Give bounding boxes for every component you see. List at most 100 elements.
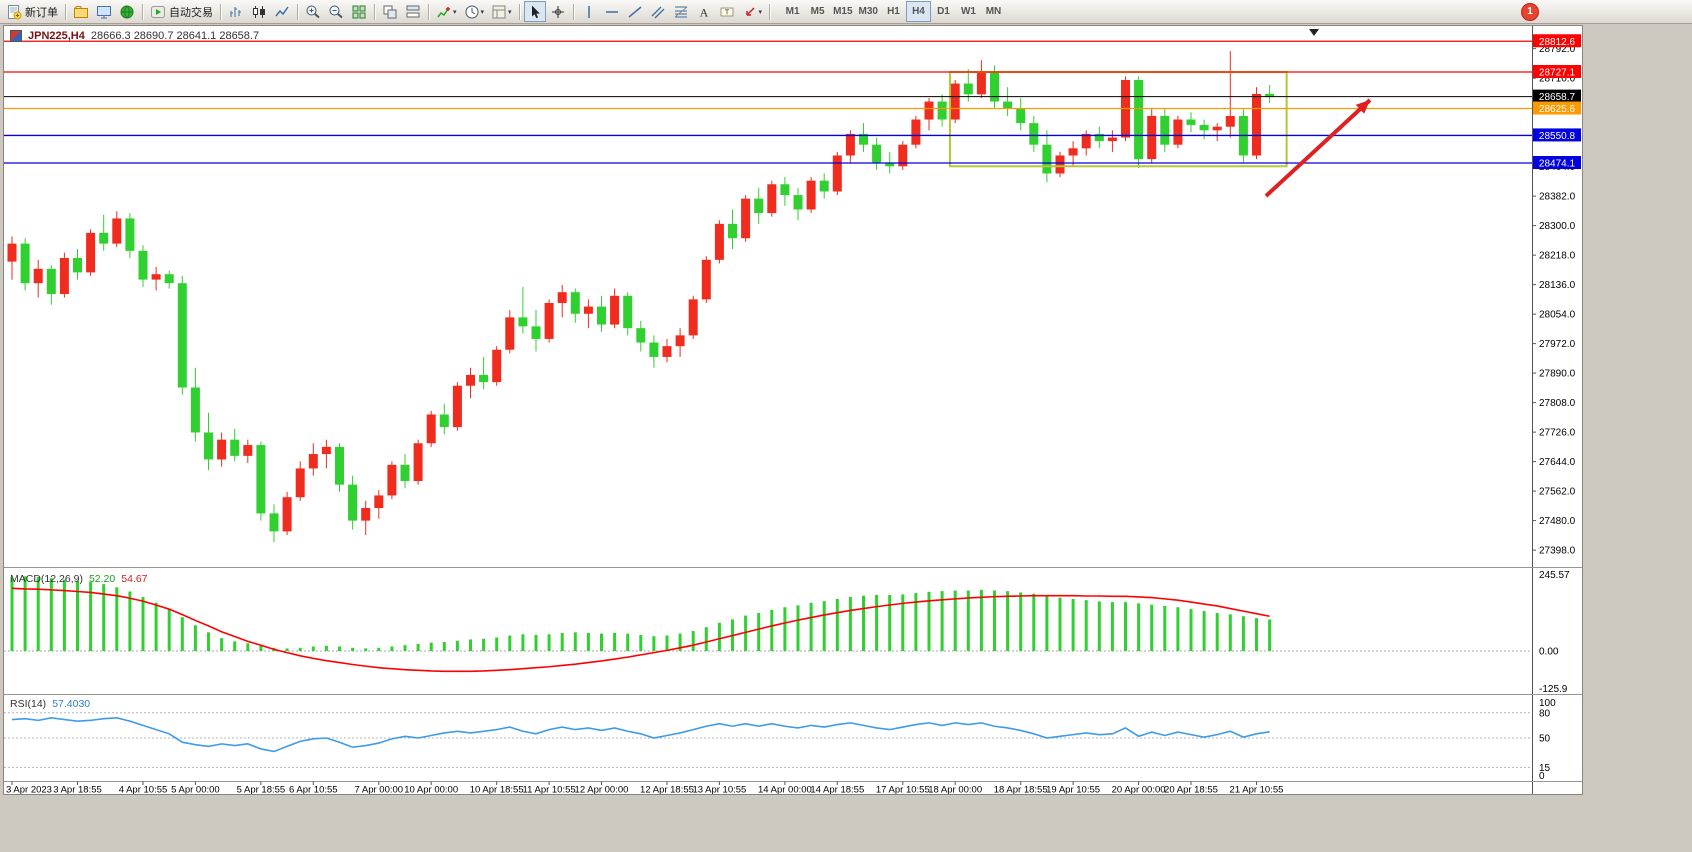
svg-text:28300.0: 28300.0 (1539, 221, 1576, 232)
svg-text:28658.7: 28658.7 (1539, 92, 1576, 103)
fibonacci-button[interactable] (670, 1, 692, 22)
timeframe-mn-button[interactable]: MN (981, 1, 1006, 22)
svg-text:12 Apr 18:55: 12 Apr 18:55 (640, 785, 694, 795)
chart-window: 28792.028710.028628.028546.028464.028382… (3, 25, 1583, 795)
zoom-in-button[interactable] (302, 1, 324, 22)
timeframe-m15-button[interactable]: M15 (830, 1, 855, 22)
svg-text:28474.1: 28474.1 (1539, 159, 1576, 170)
svg-text:21 Apr 10:55: 21 Apr 10:55 (1230, 785, 1284, 795)
indicators-icon (437, 6, 450, 17)
text-tool-button[interactable]: A (693, 1, 715, 22)
toolbar-separator (374, 3, 375, 20)
svg-text:14 Apr 18:55: 14 Apr 18:55 (810, 785, 864, 795)
svg-text:5 Apr 00:00: 5 Apr 00:00 (171, 785, 220, 795)
svg-text:50: 50 (1539, 734, 1551, 745)
svg-text:T: T (724, 9, 729, 16)
svg-text:3 Apr 2023: 3 Apr 2023 (6, 785, 52, 795)
svg-text:A: A (699, 5, 708, 19)
timeframe-m1-button[interactable]: M1 (780, 1, 805, 22)
svg-text:19 Apr 10:55: 19 Apr 10:55 (1046, 785, 1100, 795)
fibonacci-icon (674, 6, 687, 17)
svg-text:100: 100 (1539, 698, 1556, 709)
arrange-windows-button[interactable] (402, 1, 424, 22)
svg-text:11 Apr 10:55: 11 Apr 10:55 (523, 785, 576, 795)
bar-chart-icon (230, 6, 241, 17)
profiles-button[interactable] (70, 1, 92, 22)
zoom-in-icon (306, 5, 320, 18)
indicators-button[interactable]: ▾ (433, 1, 460, 22)
svg-text:245.57: 245.57 (1539, 570, 1570, 581)
svg-text:10 Apr 18:55: 10 Apr 18:55 (470, 785, 524, 795)
zoom-out-button[interactable] (325, 1, 347, 22)
svg-text:80: 80 (1539, 708, 1551, 719)
timeframe-w1-button[interactable]: W1 (956, 1, 981, 22)
template-icon (492, 5, 506, 18)
svg-text:28054.0: 28054.0 (1539, 310, 1576, 321)
channel-button[interactable] (647, 1, 669, 22)
svg-text:5 Apr 18:55: 5 Apr 18:55 (237, 785, 286, 795)
svg-text:18 Apr 18:55: 18 Apr 18:55 (994, 785, 1048, 795)
toolbar-separator (769, 3, 771, 20)
arrange-icon (406, 5, 420, 17)
clock-icon (465, 5, 479, 18)
periods-button[interactable]: ▾ (461, 1, 488, 22)
new-order-button[interactable]: 新订单 (3, 1, 61, 22)
trendline-icon (628, 5, 642, 18)
zoom-out-icon (329, 5, 343, 18)
svg-text:17 Apr 10:55: 17 Apr 10:55 (876, 785, 930, 795)
svg-text:27972.0: 27972.0 (1539, 339, 1576, 350)
label-tool-button[interactable]: T (716, 1, 738, 22)
chart-bars-button[interactable] (225, 1, 247, 22)
timeframe-m30-button[interactable]: M30 (856, 1, 881, 22)
toolbar-separator (142, 3, 143, 20)
svg-text:3 Apr 18:55: 3 Apr 18:55 (53, 785, 102, 795)
timeframe-m5-button[interactable]: M5 (805, 1, 830, 22)
svg-text:20 Apr 00:00: 20 Apr 00:00 (1112, 785, 1166, 795)
crosshair-button[interactable] (547, 1, 569, 22)
cursor-icon (531, 5, 540, 18)
svg-text:28136.0: 28136.0 (1539, 280, 1576, 291)
folder-icon (74, 5, 88, 18)
navigator-button[interactable] (116, 1, 138, 22)
svg-text:27562.0: 27562.0 (1539, 487, 1576, 498)
vertical-line-button[interactable] (578, 1, 600, 22)
new-order-label: 新订单 (25, 6, 58, 19)
timeframe-h1-button[interactable]: H1 (881, 1, 906, 22)
svg-text:27644.0: 27644.0 (1539, 457, 1576, 468)
svg-text:27398.0: 27398.0 (1539, 546, 1576, 557)
cascade-windows-button[interactable] (379, 1, 401, 22)
svg-text:4 Apr 10:55: 4 Apr 10:55 (119, 785, 168, 795)
timeframe-h4-button[interactable]: H4 (905, 1, 931, 22)
channel-icon (651, 6, 665, 18)
trendline-button[interactable] (624, 1, 646, 22)
arrow-tool-icon (745, 6, 755, 16)
main-toolbar: 新订单 自动交易 ▾ ▾ ▾ A T (0, 0, 1692, 24)
market-watch-button[interactable] (93, 1, 115, 22)
chart-line-button[interactable] (271, 1, 293, 22)
svg-text:20 Apr 18:55: 20 Apr 18:55 (1164, 785, 1218, 795)
svg-text:14 Apr 00:00: 14 Apr 00:00 (758, 785, 812, 795)
timeframe-group: M1 M5 M15 M30 H1 H4 D1 W1 MN (780, 1, 1006, 22)
svg-text:7 Apr 00:00: 7 Apr 00:00 (354, 785, 403, 795)
templates-button[interactable]: ▾ (488, 1, 515, 22)
price-chart[interactable]: 28792.028710.028628.028546.028464.028382… (4, 26, 1582, 794)
arrows-tool-button[interactable]: ▾ (739, 1, 766, 22)
chart-candles-button[interactable] (248, 1, 270, 22)
line-chart-icon (275, 6, 289, 16)
svg-text:28727.1: 28727.1 (1539, 68, 1576, 79)
tile-windows-icon (352, 5, 366, 18)
cursor-button[interactable] (523, 1, 546, 22)
auto-trading-button[interactable]: 自动交易 (147, 1, 216, 22)
svg-text:0.00: 0.00 (1539, 647, 1559, 658)
text-tool-icon: A (699, 5, 708, 19)
svg-text:12 Apr 00:00: 12 Apr 00:00 (575, 785, 629, 795)
horizontal-line-button[interactable] (601, 1, 623, 22)
notification-badge[interactable]: 1 (1521, 2, 1539, 21)
play-icon (151, 5, 165, 18)
toolbar-separator (572, 3, 574, 20)
tile-windows-button[interactable] (348, 1, 370, 22)
chevron-down-icon: ▾ (480, 8, 485, 16)
timeframe-d1-button[interactable]: D1 (931, 1, 956, 22)
chevron-down-icon: ▾ (508, 8, 512, 16)
